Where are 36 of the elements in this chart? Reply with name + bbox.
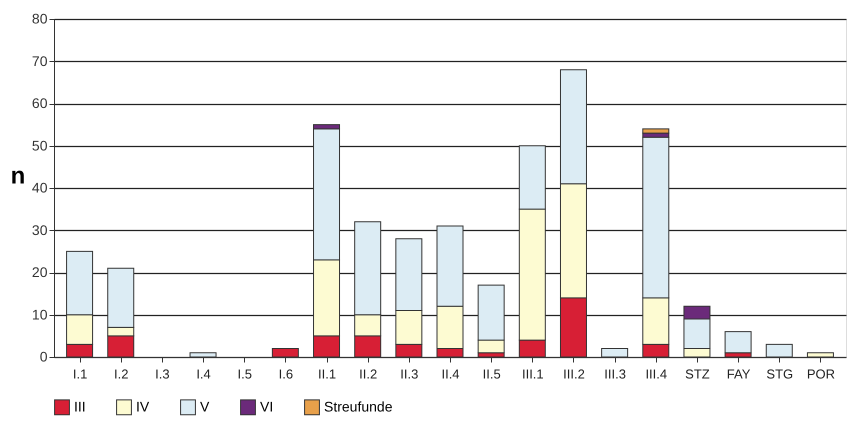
x-tick-label: III.2 [563,366,585,382]
legend-label: VI [260,398,274,414]
y-tick-label: 20 [32,264,48,280]
x-tick-label: STG [766,366,794,382]
y-tick-label: 0 [40,348,48,364]
y-tick-label: 80 [32,10,48,26]
x-tick-label: II.2 [359,366,378,382]
x-tick-label: I.2 [114,366,128,382]
legend-label: IV [136,398,150,414]
x-tick-label: III.1 [522,366,544,382]
x-tick-label: II.4 [441,366,460,382]
y-tick-label: 60 [32,95,48,111]
y-axis-title: n [10,162,26,190]
y-tick-label: 40 [32,180,48,196]
x-tick-label: II.5 [482,366,501,382]
y-tick-label: 10 [32,306,48,322]
x-tick-label: I.6 [278,366,294,382]
y-tick-label: 70 [32,52,48,69]
bar [724,331,752,354]
x-tick-label: I.5 [237,366,252,382]
x-tick-label: II.3 [400,366,418,382]
x-tick-label: I.4 [196,366,211,382]
x-tick-label: FAY [726,366,751,382]
legend-label: V [200,398,210,414]
x-tick-label: STZ [685,366,710,382]
x-tick-label: POR [806,366,836,382]
x-tick-label: I.3 [155,366,170,382]
legend-label: Streufunde [324,398,393,414]
legend-label: III [74,398,86,414]
x-tick-label: III.4 [645,366,668,382]
y-tick-label: 30 [32,222,48,238]
y-tick-label: 50 [32,137,48,154]
x-tick-label: I.1 [72,366,88,382]
bar [642,128,670,134]
x-tick-label: III.3 [604,366,626,382]
x-tick-label: II.1 [318,366,336,382]
